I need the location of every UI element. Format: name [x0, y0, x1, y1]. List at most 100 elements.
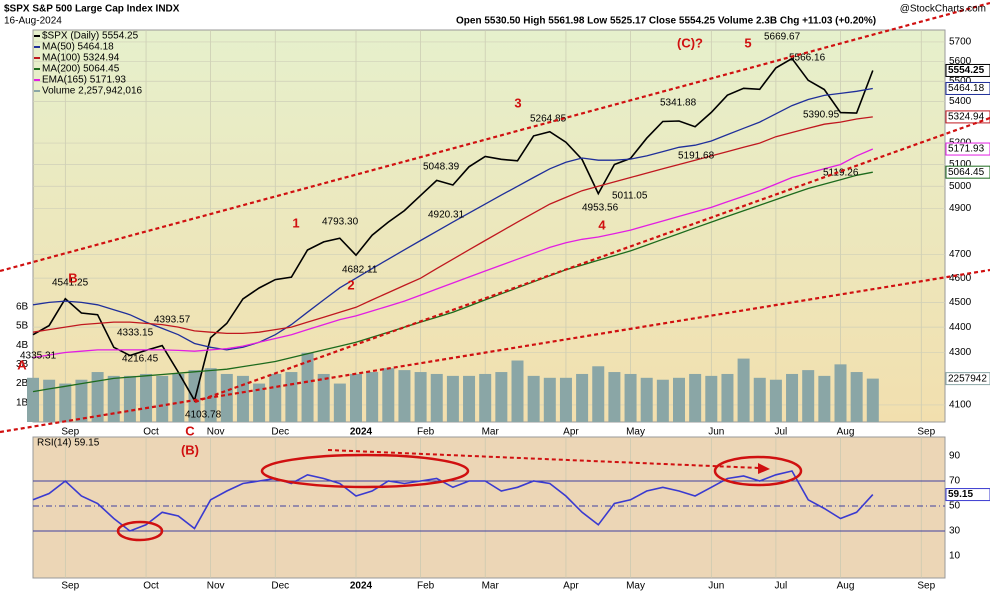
x-tick-label: 2024 [350, 427, 373, 438]
legend-entry: Volume 2,257,942,016 [42, 86, 143, 97]
x-tick-label: Dec [271, 581, 289, 591]
volume-bar [463, 375, 476, 422]
price-label: 4103.78 [185, 410, 222, 421]
volume-bar [43, 379, 56, 422]
y2-tick-label: 4B [16, 340, 29, 351]
volume-bar [269, 373, 282, 422]
upper-trendline [0, 1, 990, 273]
price-label: 5566.16 [789, 53, 826, 64]
volume-bar [236, 375, 249, 422]
series-line [32, 470, 874, 532]
price-label: 5264.85 [530, 114, 567, 125]
wave-label: 5 [744, 35, 751, 50]
legend-entry: MA(50) 5464.18 [42, 42, 114, 53]
wave-label: (B) [181, 442, 199, 457]
volume-bar [608, 372, 621, 422]
x-tick-label: 2024 [350, 581, 373, 591]
price-label: 5011.05 [612, 191, 648, 202]
end-label-box [945, 81, 990, 95]
y2-tick-label: 3B [16, 359, 29, 370]
y-tick-label: 4400 [949, 322, 972, 333]
price-label: 5390.95 [803, 110, 840, 121]
volume-bar [705, 375, 718, 422]
y-tick-label: 5100 [949, 159, 972, 170]
rsi-legend: RSI(14) 59.15 [37, 438, 100, 449]
rsi-divergence-arrow [327, 449, 761, 469]
end-label: 59.15 [948, 489, 973, 500]
volume-bar [333, 383, 346, 422]
volume-bar [737, 358, 750, 422]
x-tick-label: May [626, 427, 645, 438]
y-tick-label: 50 [949, 501, 961, 512]
end-label: 5064.45 [948, 167, 985, 178]
volume-bar [479, 373, 492, 422]
legend-entry: $SPX (Daily) 5554.25 [42, 31, 139, 42]
x-tick-label: Sep [917, 581, 935, 591]
wave-label: C [185, 423, 195, 438]
volume-bar [123, 375, 136, 422]
series-line [32, 148, 874, 359]
y-tick-label: 30 [949, 526, 961, 537]
wave-label: 3 [514, 95, 521, 110]
x-tick-label: Jul [775, 427, 788, 438]
watermark: @StockCharts.com [900, 4, 986, 15]
volume-bar [75, 379, 88, 422]
price-label: 4920.31 [428, 210, 465, 221]
y-tick-label: 70 [949, 476, 961, 487]
volume-bar [673, 377, 685, 422]
volume-bar [107, 375, 120, 422]
volume-bar [382, 368, 395, 422]
price-label: 4335.31 [20, 351, 57, 362]
price-label: 4216.45 [122, 354, 159, 365]
volume-bar [866, 378, 879, 422]
price-panel [32, 29, 946, 423]
rsi-panel [32, 436, 946, 579]
volume-bar [350, 373, 362, 422]
wave-label: 1 [292, 215, 299, 230]
volume-bar [317, 373, 330, 422]
volume-bar [188, 370, 201, 422]
end-label: 5464.18 [948, 83, 985, 94]
y-tick-label: 5600 [949, 56, 972, 67]
volume-bar [495, 372, 508, 422]
quote: Open 5530.50 High 5561.98 Low 5525.17 Cl… [456, 16, 876, 27]
price-label: 5341.88 [660, 98, 697, 109]
volume-bar [59, 383, 72, 422]
volume-bar [91, 372, 104, 422]
x-tick-label: Dec [271, 427, 289, 438]
x-tick-label: Jun [708, 427, 724, 438]
volume-bar [172, 373, 185, 422]
volume-bar [769, 379, 782, 422]
volume-bar [253, 383, 266, 422]
y-tick-label: 90 [949, 451, 961, 462]
volume-bar [285, 372, 298, 422]
volume-bar [786, 373, 799, 422]
price-label: 4333.15 [117, 328, 154, 339]
volume-bar [689, 373, 702, 422]
volume-bar [818, 375, 831, 422]
x-tick-label: Nov [207, 581, 225, 591]
x-tick-label: Nov [207, 427, 225, 438]
end-label: 5171.93 [948, 144, 985, 155]
volume-bar [624, 373, 637, 422]
chart-title: $SPX S&P 500 Large Cap Index INDX [4, 4, 180, 15]
wave-label: B [68, 270, 77, 285]
x-tick-label: Oct [143, 427, 159, 438]
x-tick-label: Mar [482, 427, 500, 438]
price-label: 4682.11 [342, 265, 378, 276]
x-tick-label: Aug [837, 581, 855, 591]
x-tick-label: Aug [837, 427, 855, 438]
volume-bar [366, 372, 379, 422]
volume-bar [204, 368, 217, 422]
end-label-box [945, 142, 990, 156]
price-label: 5191.68 [678, 151, 715, 162]
volume-bar [640, 377, 653, 422]
price-label: 5048.39 [423, 162, 460, 173]
volume-bar [156, 375, 169, 422]
end-label: 2257942 [948, 373, 987, 384]
series-line [32, 171, 873, 393]
wave-label: 4 [598, 217, 606, 232]
price-label: 4393.57 [154, 315, 191, 326]
rsi-ellipse [116, 520, 164, 542]
